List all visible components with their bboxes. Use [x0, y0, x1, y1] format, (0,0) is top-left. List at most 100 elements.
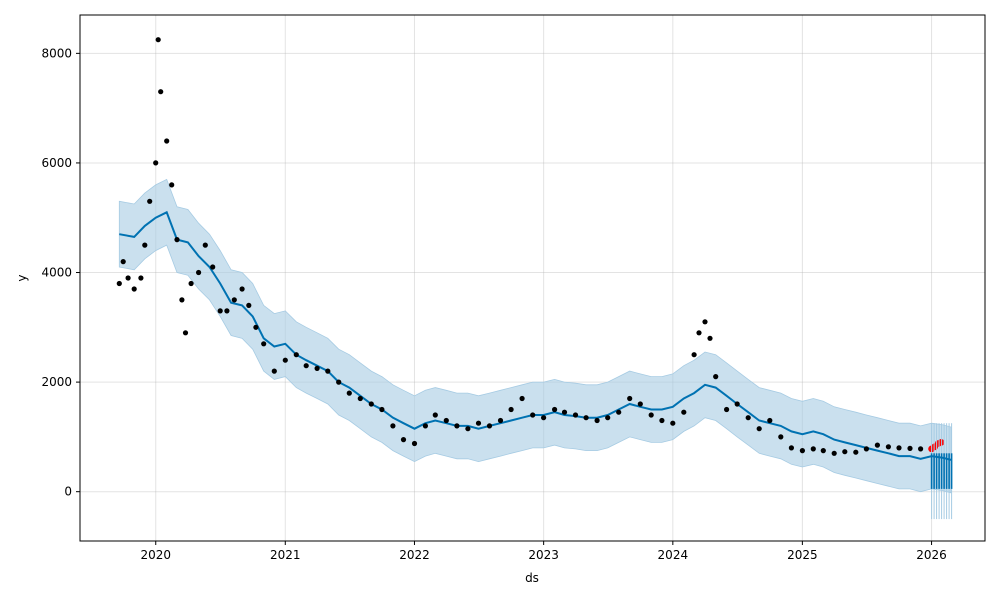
observed-point [120, 259, 126, 265]
x-axis: 2020 2021 2022 2023 2024 2025 2026 [140, 541, 947, 562]
observed-point [231, 297, 237, 303]
observed-point [756, 426, 762, 432]
observed-point [519, 395, 525, 402]
observed-point [224, 308, 230, 314]
observed-point [842, 449, 848, 455]
y-axis: 0 2000 4000 6000 8000 [41, 46, 80, 499]
observed-point [239, 286, 245, 292]
observed-point [713, 374, 719, 380]
observed-point [147, 198, 153, 204]
observed-point [379, 406, 385, 413]
observed-point [691, 352, 697, 358]
observed-point [530, 412, 536, 418]
observed-point [188, 280, 194, 287]
observed-point [745, 415, 751, 421]
observed-point [246, 302, 252, 308]
observed-point [125, 275, 131, 281]
observed-point [158, 89, 164, 95]
observed-point [896, 445, 902, 451]
observed-points [116, 37, 924, 456]
observed-point [182, 330, 189, 336]
observed-point [390, 423, 396, 429]
observed-point [368, 401, 374, 407]
observed-point [210, 264, 216, 270]
observed-point [670, 420, 676, 426]
observed-point [336, 379, 342, 385]
observed-point [863, 446, 870, 452]
observed-point [282, 357, 288, 363]
observed-point [561, 409, 568, 415]
y-axis-title: y [15, 274, 29, 281]
observed-point [293, 352, 299, 358]
observed-point [443, 417, 449, 424]
observed-point [831, 450, 837, 456]
y-tick-label: 0 [64, 485, 72, 499]
observed-point [637, 401, 643, 407]
observed-point [153, 160, 159, 166]
observed-point [681, 409, 687, 415]
observed-point [572, 412, 579, 418]
y-tick-label: 4000 [41, 266, 72, 280]
observed-point [261, 341, 267, 347]
observed-point [217, 308, 223, 314]
observed-point [778, 434, 784, 440]
observed-point [164, 138, 170, 144]
observed-point [799, 448, 806, 454]
observed-point [314, 365, 320, 371]
observed-point [303, 363, 309, 369]
observed-point [810, 446, 816, 452]
x-tick-label: 2024 [658, 548, 689, 562]
x-tick-label: 2026 [916, 548, 947, 562]
observed-point [357, 395, 363, 402]
x-tick-label: 2021 [270, 548, 301, 562]
observed-point [432, 412, 438, 418]
y-tick-label: 6000 [41, 156, 72, 170]
x-tick-label: 2023 [528, 548, 559, 562]
observed-point [696, 330, 702, 336]
observed-point [131, 286, 137, 292]
observed-point [616, 409, 622, 415]
observed-point [465, 426, 471, 432]
observed-point [411, 440, 418, 447]
observed-point [724, 406, 730, 413]
observed-point [179, 297, 185, 303]
observed-point [325, 368, 331, 374]
observed-point [202, 242, 208, 248]
plot-frame [79, 14, 986, 542]
observed-point [627, 395, 633, 402]
observed-point [138, 275, 144, 281]
forecast-trend-line [119, 210, 952, 461]
observed-point [853, 449, 859, 455]
observed-point [594, 417, 600, 424]
x-tick-label: 2025 [787, 548, 818, 562]
observed-point [271, 368, 277, 374]
observed-point [552, 406, 558, 413]
observed-point [422, 423, 428, 429]
y-tick-label: 2000 [41, 375, 72, 389]
observed-point [169, 182, 175, 188]
observed-point [454, 423, 460, 429]
observed-point [885, 444, 892, 450]
observed-point [702, 319, 708, 325]
uncertainty-area [118, 178, 952, 494]
observed-point [196, 269, 202, 276]
observed-point [907, 445, 913, 451]
observed-point [400, 437, 407, 443]
y-tick-label: 8000 [41, 46, 72, 60]
observed-point [874, 442, 881, 448]
x-tick-label: 2022 [399, 548, 430, 562]
x-axis-title: ds [525, 571, 539, 585]
forecast-period-marks [930, 423, 953, 520]
observed-point [116, 280, 122, 287]
uncertainty-band [118, 178, 952, 494]
observed-point [346, 390, 352, 396]
observed-point [508, 406, 514, 413]
observed-point [174, 237, 180, 243]
observed-point [767, 417, 773, 424]
observed-point [253, 324, 259, 330]
observed-point [788, 445, 795, 451]
observed-point [475, 420, 482, 426]
x-tick-label: 2020 [140, 548, 171, 562]
